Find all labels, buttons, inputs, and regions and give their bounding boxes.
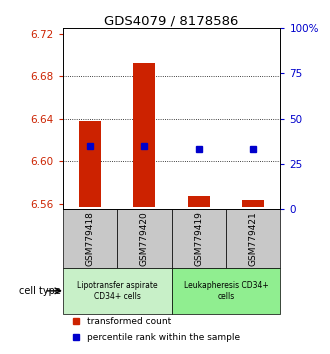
Text: GSM779418: GSM779418	[85, 211, 94, 266]
Bar	[172, 268, 280, 314]
Title: GDS4079 / 8178586: GDS4079 / 8178586	[104, 14, 239, 27]
Text: GSM779419: GSM779419	[194, 211, 203, 266]
Bar	[117, 209, 172, 268]
Text: cell type: cell type	[19, 286, 60, 296]
Bar	[63, 209, 117, 268]
Bar	[172, 209, 226, 268]
Bar	[133, 63, 155, 207]
Text: Leukapheresis CD34+
cells: Leukapheresis CD34+ cells	[184, 281, 268, 301]
Text: GSM779421: GSM779421	[249, 211, 258, 266]
Text: GSM779420: GSM779420	[140, 211, 149, 266]
Bar	[188, 196, 210, 207]
Text: transformed count: transformed count	[87, 317, 171, 326]
Bar	[242, 200, 264, 207]
Text: Lipotransfer aspirate
CD34+ cells: Lipotransfer aspirate CD34+ cells	[77, 281, 157, 301]
Bar	[63, 268, 172, 314]
Bar	[226, 209, 280, 268]
Text: percentile rank within the sample: percentile rank within the sample	[87, 333, 240, 342]
Bar	[79, 121, 101, 207]
